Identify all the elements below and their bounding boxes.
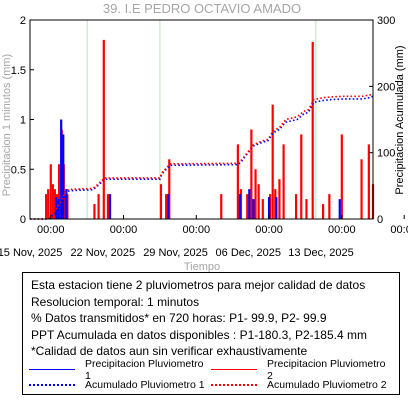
left-tick-label-3: 1.5: [11, 65, 26, 77]
info-line-accumulated: PPT Acumulada en datos disponibles : P1-…: [31, 327, 367, 342]
legend-swatch-precip-p2: [211, 369, 257, 370]
legend-item-precip-p1: Precipitacion Pluviometro 1: [29, 358, 211, 382]
x-date-label-1: 22 Nov, 2025: [70, 247, 135, 259]
accum-line-s2: [30, 95, 374, 220]
info-line-transmitted: % Datos transmitidos* en 720 horas: P1- …: [31, 311, 327, 325]
x-time-label-3: 00:00: [255, 224, 283, 236]
x-time-label-4: 00:00: [328, 224, 356, 236]
chart-title: 39. I.E PEDRO OCTAVIO AMADO: [103, 1, 301, 16]
precipitation-chart: 39. I.E PEDRO OCTAVIO AMADO 0 0.5 1 1.5 2 0 10…: [0, 1, 408, 272]
left-tick-label-4: 2: [20, 15, 26, 27]
legend-label-accum-p1: Acumulado Pluviometro 1: [85, 378, 205, 391]
legend-label-precip-p1: Precipitacion Pluviometro 1: [85, 357, 204, 382]
legend-label-precip-p2: Precipitacion Pluviometro 2: [267, 357, 386, 382]
x-date-label-3: 06 Dec, 2025: [216, 247, 281, 259]
right-tick-label-1: 100: [377, 148, 395, 160]
x-date-label-4: 13 Dec, 2025: [288, 247, 353, 259]
x-date-label-0: 15 Nov, 2025: [0, 247, 62, 259]
left-axis-label: Precipitacion 1 minutos (mm): [1, 54, 13, 196]
x-time-label-5: 00:00: [390, 224, 408, 236]
left-tick-label-0: 0: [20, 214, 26, 226]
info-line-quality-note: *Calidad de datos aun sin verificar exha…: [31, 344, 308, 358]
x-axis-label: Tiempo: [184, 261, 220, 272]
legend: Precipitacion Pluviometro 1 Precipitacio…: [29, 358, 393, 392]
plot-area: 0 0.5 1 1.5 2 0 100 200 300 00:00 00:00 00:00 00:00 0…: [0, 15, 408, 259]
accum-line-s3: [30, 92, 374, 220]
plot-frame: [29, 19, 374, 220]
x-date-label-2: 29 Nov, 2025: [143, 247, 208, 259]
legend-swatch-precip-p1: [29, 369, 75, 370]
legend-item-accum-p2: Acumulado Pluviometro 2: [211, 379, 393, 391]
legend-item-precip-p2: Precipitacion Pluviometro 2: [211, 358, 393, 382]
legend-swatch-accum-p1: [29, 383, 75, 386]
legend-swatch-accum-p2: [211, 383, 257, 386]
info-panel: Esta estacion tiene 2 pluviometros para …: [22, 272, 400, 395]
x-time-label-1: 00:00: [110, 224, 138, 236]
info-line-stations: Esta estacion tiene 2 pluviometros para …: [31, 278, 366, 292]
legend-label-accum-p2: Acumulado Pluviometro 2: [267, 378, 387, 391]
legend-item-accum-p1: Acumulado Pluviometro 1: [29, 379, 211, 391]
left-tick-label-1: 0.5: [11, 164, 26, 176]
right-tick-label-2: 200: [377, 81, 395, 93]
info-line-resolution: Resolucion temporal: 1 minutos: [31, 294, 200, 309]
left-tick-label-2: 1: [20, 115, 26, 127]
x-time-label-2: 00:00: [183, 224, 211, 236]
right-tick-label-3: 300: [377, 15, 395, 27]
right-axis-label: Precipitacion Acumulada (mm): [394, 45, 406, 194]
right-tick-label-0: 0: [377, 214, 383, 226]
x-time-label-0: 00:00: [37, 224, 65, 236]
